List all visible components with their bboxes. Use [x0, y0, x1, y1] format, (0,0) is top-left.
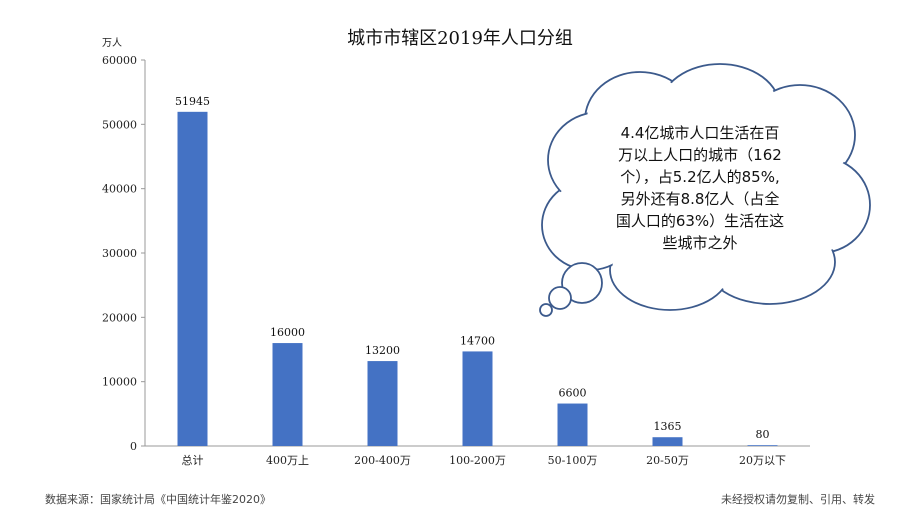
data-label: 1365 [654, 420, 682, 433]
bar [367, 361, 398, 446]
data-label: 13200 [365, 344, 400, 357]
callout-text-line: 个），占5.2亿人的85%, [620, 168, 779, 186]
callout-text-line: 国人口的63%）生活在这 [616, 212, 784, 230]
data-label: 16000 [270, 326, 305, 339]
cloud-tail-bubble [561, 262, 603, 304]
chart-title: 城市市辖区2019年人口分组 [347, 28, 573, 49]
bar [272, 343, 303, 446]
y-tick-label: 0 [130, 440, 137, 453]
source-note: 数据来源：国家统计局《中国统计年鉴2020》 [45, 492, 271, 506]
bars: 51945 16000 13200 14700 6600 1365 80 [175, 95, 778, 447]
cloud-tail-bubble [548, 286, 572, 310]
data-label: 14700 [460, 334, 495, 347]
callout-text-line: 万以上人口的城市（162 [618, 146, 782, 164]
bar [747, 445, 778, 446]
x-axis: 总计 400万上 200-400万 100-200万 50-100万 20-50万 20万以… [145, 445, 810, 467]
bar [177, 111, 208, 447]
y-tick-label: 50000 [102, 118, 137, 131]
y-tick-label: 60000 [102, 54, 137, 67]
cloud-shape [541, 63, 871, 311]
category-label: 100-200万 [449, 454, 506, 467]
data-label: 6600 [559, 387, 587, 400]
category-label: 20-50万 [646, 454, 689, 467]
bar [652, 437, 683, 446]
bar [557, 403, 588, 446]
category-label: 总计 [182, 453, 204, 467]
category-label: 20万以下 [739, 454, 786, 467]
y-axis: 0 10000 20000 30000 40000 50000 60000 [102, 54, 146, 453]
callout-text-line: 另外还有8.8亿人（占全 [621, 190, 780, 208]
y-tick-label: 40000 [102, 183, 137, 196]
callout-text-line: 4.4亿城市人口生活在百 [621, 124, 780, 142]
data-label: 51945 [175, 95, 210, 108]
category-label: 200-400万 [354, 454, 411, 467]
y-tick-label: 10000 [102, 376, 137, 389]
y-tick-label: 30000 [102, 247, 137, 260]
cloud-tail-bubble [539, 303, 553, 317]
copyright-note: 未经授权请勿复制、引用、转发 [721, 492, 875, 506]
category-label: 50-100万 [548, 454, 598, 467]
callout-text-line: 些城市之外 [662, 234, 737, 252]
data-label: 80 [756, 428, 770, 441]
y-axis-unit: 万人 [102, 37, 122, 49]
y-tick-label: 20000 [102, 311, 137, 324]
category-label: 400万上 [266, 454, 309, 467]
bar [462, 351, 493, 446]
